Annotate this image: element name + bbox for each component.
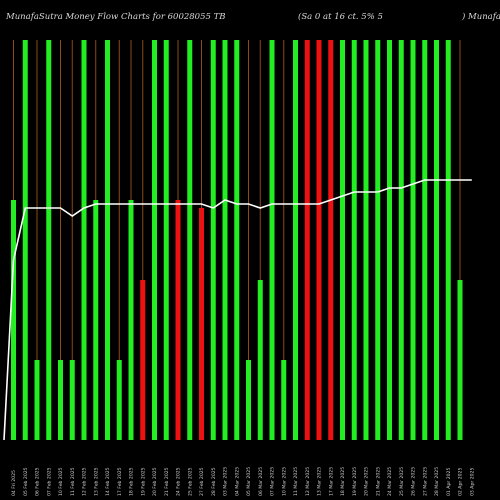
x-tick-label: 05 Mar 2025	[246, 467, 252, 496]
bar-up	[434, 40, 439, 440]
bar-up	[281, 360, 287, 440]
bar-down	[328, 40, 334, 440]
bar-up	[187, 40, 193, 440]
bars-group	[11, 40, 463, 440]
x-tick-label: 27 Feb 2025	[199, 467, 205, 496]
bar-up	[246, 360, 251, 440]
bar-down	[199, 208, 204, 440]
bar-down	[304, 40, 310, 440]
x-tick-label: 18 Mar 2025	[340, 467, 346, 496]
x-tick-label: 13 Feb 2025	[93, 467, 99, 496]
x-tick-label: 12 Feb 2025	[82, 467, 88, 496]
bar-up	[210, 40, 216, 440]
x-tick-label: 01 Apr 2025	[446, 468, 452, 496]
x-tick-label: 17 Feb 2025	[117, 467, 123, 496]
bar-down	[140, 280, 146, 440]
bar-up	[222, 40, 228, 440]
bar-down	[175, 200, 181, 440]
x-tick-label: 21 Feb 2025	[164, 467, 170, 496]
bar-up	[363, 40, 369, 440]
bar-up	[410, 40, 416, 440]
bar-up	[234, 40, 240, 440]
x-tick-label: 07 Mar 2025	[270, 467, 276, 496]
x-tick-label: 19 Feb 2025	[140, 467, 146, 496]
x-tick-label: 19 Mar 2025	[352, 467, 358, 496]
x-tick-label: 05 Feb 2025	[23, 467, 29, 496]
bar-up	[22, 40, 28, 440]
bar-up	[93, 200, 99, 440]
bar-up	[116, 360, 122, 440]
bar-up	[34, 360, 40, 440]
bar-up	[351, 40, 357, 440]
bar-up	[11, 200, 16, 440]
x-tick-label: 27 Mar 2025	[422, 467, 428, 496]
x-tick-label: 07 Feb 2025	[46, 467, 52, 496]
bar-up	[398, 40, 404, 440]
x-tick-label: 13 Mar 2025	[317, 467, 323, 496]
x-tick-label: 03 Mar 2025	[223, 467, 229, 496]
x-tick-label: 06 Mar 2025	[258, 467, 264, 496]
bar-up	[81, 40, 87, 440]
x-tick-label: 14 Feb 2025	[105, 467, 111, 496]
bar-up	[269, 40, 275, 440]
x-tick-label: 04 Mar 2025	[234, 467, 240, 496]
x-tick-label: 25 Feb 2025	[187, 467, 193, 496]
x-tick-labels: 04 Fri 2025 05 Feb 2025 06 Feb 2025 07 Feb …	[11, 467, 475, 496]
x-tick-label: 17 Mar 2025	[328, 467, 334, 496]
x-tick-label: 28 Feb 2025	[211, 467, 217, 496]
bar-up	[105, 40, 110, 440]
bar-up	[128, 200, 134, 440]
x-tick-label: 10 Feb 2025	[58, 467, 64, 496]
bar-up	[387, 40, 392, 440]
x-tick-label: 11 Mar 2025	[293, 467, 299, 496]
x-tick-label: 10 Mar 2025	[281, 467, 287, 496]
money-flow-line	[3, 179, 472, 441]
x-tick-label: 02 Apr 2025	[458, 468, 464, 496]
bar-up	[46, 40, 52, 440]
x-tick-label: 18 Feb 2025	[129, 467, 135, 496]
x-tick-label: 06 Feb 2025	[35, 467, 41, 496]
chart-subtitle: (Sa 0 at 16 ct. 5% 5	[298, 11, 383, 22]
bar-up	[457, 280, 463, 440]
x-tick-label: 20 Feb 2025	[152, 467, 158, 496]
x-tick-label: 04 Fri 2025	[11, 470, 17, 496]
x-tick-label: 11 Feb 2025	[70, 467, 76, 496]
chart-brand: ) Munafa	[461, 11, 500, 22]
bar-up	[257, 280, 263, 440]
bar-up	[163, 40, 169, 440]
bar-up	[58, 360, 63, 440]
x-tick-label: 03 Apr 2025	[469, 468, 475, 496]
x-tick-label: 26 Mar 2025	[411, 467, 417, 496]
x-tick-label: 25 Mar 2025	[399, 467, 405, 496]
bar-up	[340, 40, 345, 440]
bar-up	[445, 40, 451, 440]
x-tick-label: 24 Feb 2025	[176, 467, 182, 496]
x-tick-label: 21 Mar 2025	[375, 467, 381, 496]
x-tick-label: 24 Mar 2025	[387, 467, 393, 496]
bar-up	[152, 40, 157, 440]
bar-down	[316, 40, 322, 440]
x-tick-label: 12 Mar 2025	[305, 467, 311, 496]
chart-title: MunafaSutra Money Flow Charts for 600280…	[5, 12, 226, 22]
bar-up	[69, 360, 75, 440]
x-tick-label: 28 Mar 2025	[434, 467, 440, 496]
bar-up	[375, 40, 381, 440]
bar-up	[293, 40, 298, 440]
x-tick-label: 20 Mar 2025	[364, 467, 370, 496]
bar-up	[422, 40, 428, 440]
